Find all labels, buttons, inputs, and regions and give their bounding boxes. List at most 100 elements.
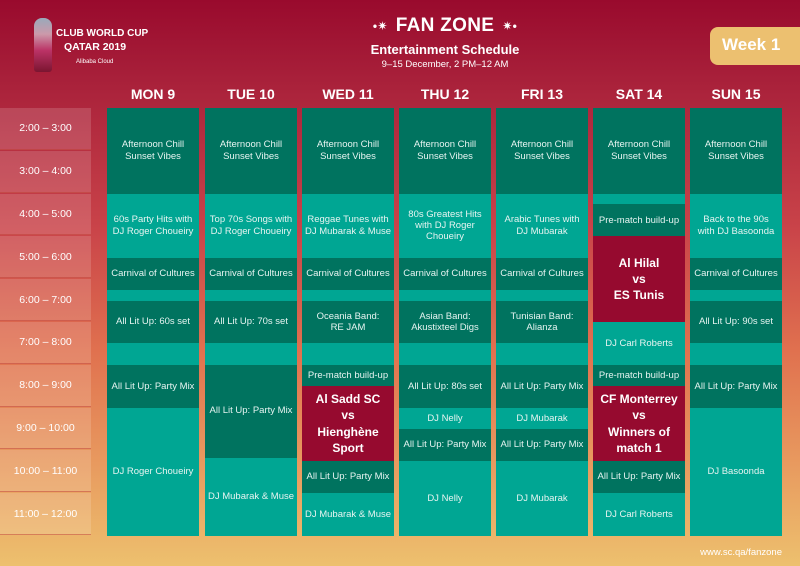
schedule-event: All Lit Up: Party Mix: [107, 364, 199, 408]
event-text: Afternoon Chill Sunset Vibes: [413, 139, 477, 162]
event-text: Afternoon Chill Sunset Vibes: [219, 139, 283, 162]
event-text: Afternoon Chill Sunset Vibes: [121, 139, 185, 162]
time-slot-label: 11:00 – 12:00: [0, 493, 91, 535]
date-range: 9–15 December, 2 PM–12 AM: [381, 59, 509, 71]
schedule-event: Afternoon Chill Sunset Vibes: [496, 108, 588, 194]
time-slot-label: 5:00 – 6:00: [0, 236, 91, 279]
day-header: THU 12: [420, 86, 470, 102]
event-text: All Lit Up: Party Mix: [694, 380, 778, 392]
event-text: DJ Mubarak: [516, 492, 568, 504]
event-text: All Lit Up: Party Mix: [500, 380, 584, 392]
event-text: All Lit Up: Party Mix: [306, 471, 390, 483]
event-text: Afternoon Chill Sunset Vibes: [607, 139, 671, 162]
day-header: FRI 13: [520, 86, 563, 102]
event-text: Pre-match build-up: [598, 369, 680, 381]
time-slot-label: 10:00 – 11:00: [0, 450, 91, 493]
event-text: Carnival of Cultures: [306, 268, 390, 280]
event-text: Pre-match build-up: [598, 214, 680, 226]
schedule-event: All Lit Up: 80s set: [399, 364, 491, 408]
event-text: Asian Band: Akustixteel Digs: [411, 310, 479, 333]
time-slot-label: 6:00 – 7:00: [0, 279, 91, 321]
star-ornament-icon: •✷: [372, 19, 388, 33]
schedule-event: Carnival of Cultures: [690, 257, 782, 290]
schedule-event: DJ Nelly: [399, 461, 491, 536]
schedule-event: [302, 343, 394, 365]
event-text: All Lit Up: 90s set: [699, 316, 773, 328]
schedule-event: Carnival of Cultures: [496, 257, 588, 290]
footer-url: www.sc.qa/fanzone: [700, 547, 782, 558]
event-text: DJ Mubarak: [516, 412, 568, 424]
schedule-event: Carnival of Cultures: [107, 257, 199, 290]
schedule-event: Pre-match build-up: [593, 364, 685, 387]
schedule-event: DJ Mubarak & Muse: [205, 457, 297, 536]
time-slot-label: 3:00 – 4:00: [0, 150, 91, 193]
schedule-event: [496, 289, 588, 301]
event-text: Afternoon Chill Sunset Vibes: [316, 139, 380, 162]
schedule-event: Carnival of Cultures: [205, 257, 297, 290]
schedule-event: All Lit Up: 60s set: [107, 300, 199, 344]
time-slot-label: 8:00 – 9:00: [0, 364, 91, 407]
day-header: SAT 14: [615, 86, 663, 102]
schedule-event: Carnival of Cultures: [399, 257, 491, 290]
schedule-event: All Lit Up: Party Mix: [302, 461, 394, 494]
schedule-event: [205, 289, 297, 301]
schedule-event: [690, 343, 782, 365]
schedule-event: Afternoon Chill Sunset Vibes: [399, 108, 491, 194]
event-text: DJ Roger Choueiry: [112, 466, 194, 478]
schedule-event: Carnival of Cultures: [302, 257, 394, 290]
page-subtitle: Entertainment Schedule: [370, 42, 520, 58]
logo-line1: CLUB WORLD CUP: [56, 28, 149, 39]
day-header: TUE 10: [227, 86, 275, 102]
event-text: 80s Greatest Hits with DJ Roger Choueiry: [408, 208, 482, 243]
event-text: All Lit Up: Party Mix: [111, 380, 195, 392]
event-text: Top 70s Songs with DJ Roger Choueiry: [209, 214, 293, 237]
event-text: Carnival of Cultures: [500, 268, 584, 280]
schedule-event: Pre-match build-up: [302, 364, 394, 387]
schedule-event: 60s Party Hits with DJ Roger Choueiry: [107, 193, 199, 258]
event-text: All Lit Up: 60s set: [116, 316, 190, 328]
star-ornament-icon: ✷•: [502, 19, 518, 33]
page-title: •✷ FAN ZONE ✷•: [300, 14, 590, 38]
logo-sponsor: Alibaba Cloud: [76, 59, 114, 65]
schedule-event: Afternoon Chill Sunset Vibes: [107, 108, 199, 194]
event-text: DJ Mubarak & Muse: [207, 491, 295, 503]
event-text: All Lit Up: 80s set: [408, 380, 482, 392]
schedule-event: Afternoon Chill Sunset Vibes: [205, 108, 297, 194]
schedule-event: [302, 289, 394, 301]
event-text: Oceania Band: RE JAM: [316, 310, 380, 333]
title-text: FAN ZONE: [395, 15, 495, 37]
schedule-event: DJ Carl Roberts: [593, 322, 685, 365]
schedule-event: All Lit Up: Party Mix: [399, 429, 491, 462]
schedule-event: [593, 193, 685, 205]
header: •✷ FAN ZONE ✷• Entertainment Schedule 9–15…: [300, 14, 590, 71]
schedule-event: All Lit Up: Party Mix: [690, 364, 782, 408]
trophy-icon: [34, 18, 52, 72]
event-text: DJ Basoonda: [707, 466, 765, 478]
schedule-event: All Lit Up: Party Mix: [496, 364, 588, 408]
logo-line2: QATAR 2019: [64, 41, 127, 53]
event-text: 60s Party Hits with DJ Roger Choueiry: [112, 214, 194, 237]
schedule-event: [690, 289, 782, 301]
event-text: Carnival of Cultures: [403, 268, 487, 280]
day-header: WED 11: [322, 86, 374, 102]
day-header: SUN 15: [711, 86, 761, 102]
schedule-event: 80s Greatest Hits with DJ Roger Choueiry: [399, 193, 491, 258]
event-text: Arabic Tunes with DJ Mubarak: [504, 214, 580, 237]
event-text: Afternoon Chill Sunset Vibes: [704, 139, 768, 162]
event-text: CF Monterrey vs Winners of match 1: [600, 392, 678, 455]
schedule-event: [496, 343, 588, 365]
week-badge: Week 1: [710, 27, 800, 65]
time-slot-label: 7:00 – 8:00: [0, 322, 91, 364]
schedule-event: Oceania Band: RE JAM: [302, 300, 394, 344]
schedule-event: [399, 343, 491, 365]
schedule-event: DJ Carl Roberts: [593, 493, 685, 536]
event-text: Pre-match build-up: [307, 369, 389, 381]
club-world-cup-logo: CLUB WORLD CUP QATAR 2019 Alibaba Cloud: [34, 16, 148, 74]
event-text: Carnival of Cultures: [694, 268, 778, 280]
time-slot-label: 4:00 – 5:00: [0, 193, 91, 236]
schedule-event: [107, 343, 199, 365]
schedule-event: Back to the 90s with DJ Basoonda: [690, 193, 782, 258]
schedule-event: DJ Basoonda: [690, 407, 782, 536]
schedule-event: [107, 289, 199, 301]
schedule-event: Asian Band: Akustixteel Digs: [399, 300, 491, 344]
